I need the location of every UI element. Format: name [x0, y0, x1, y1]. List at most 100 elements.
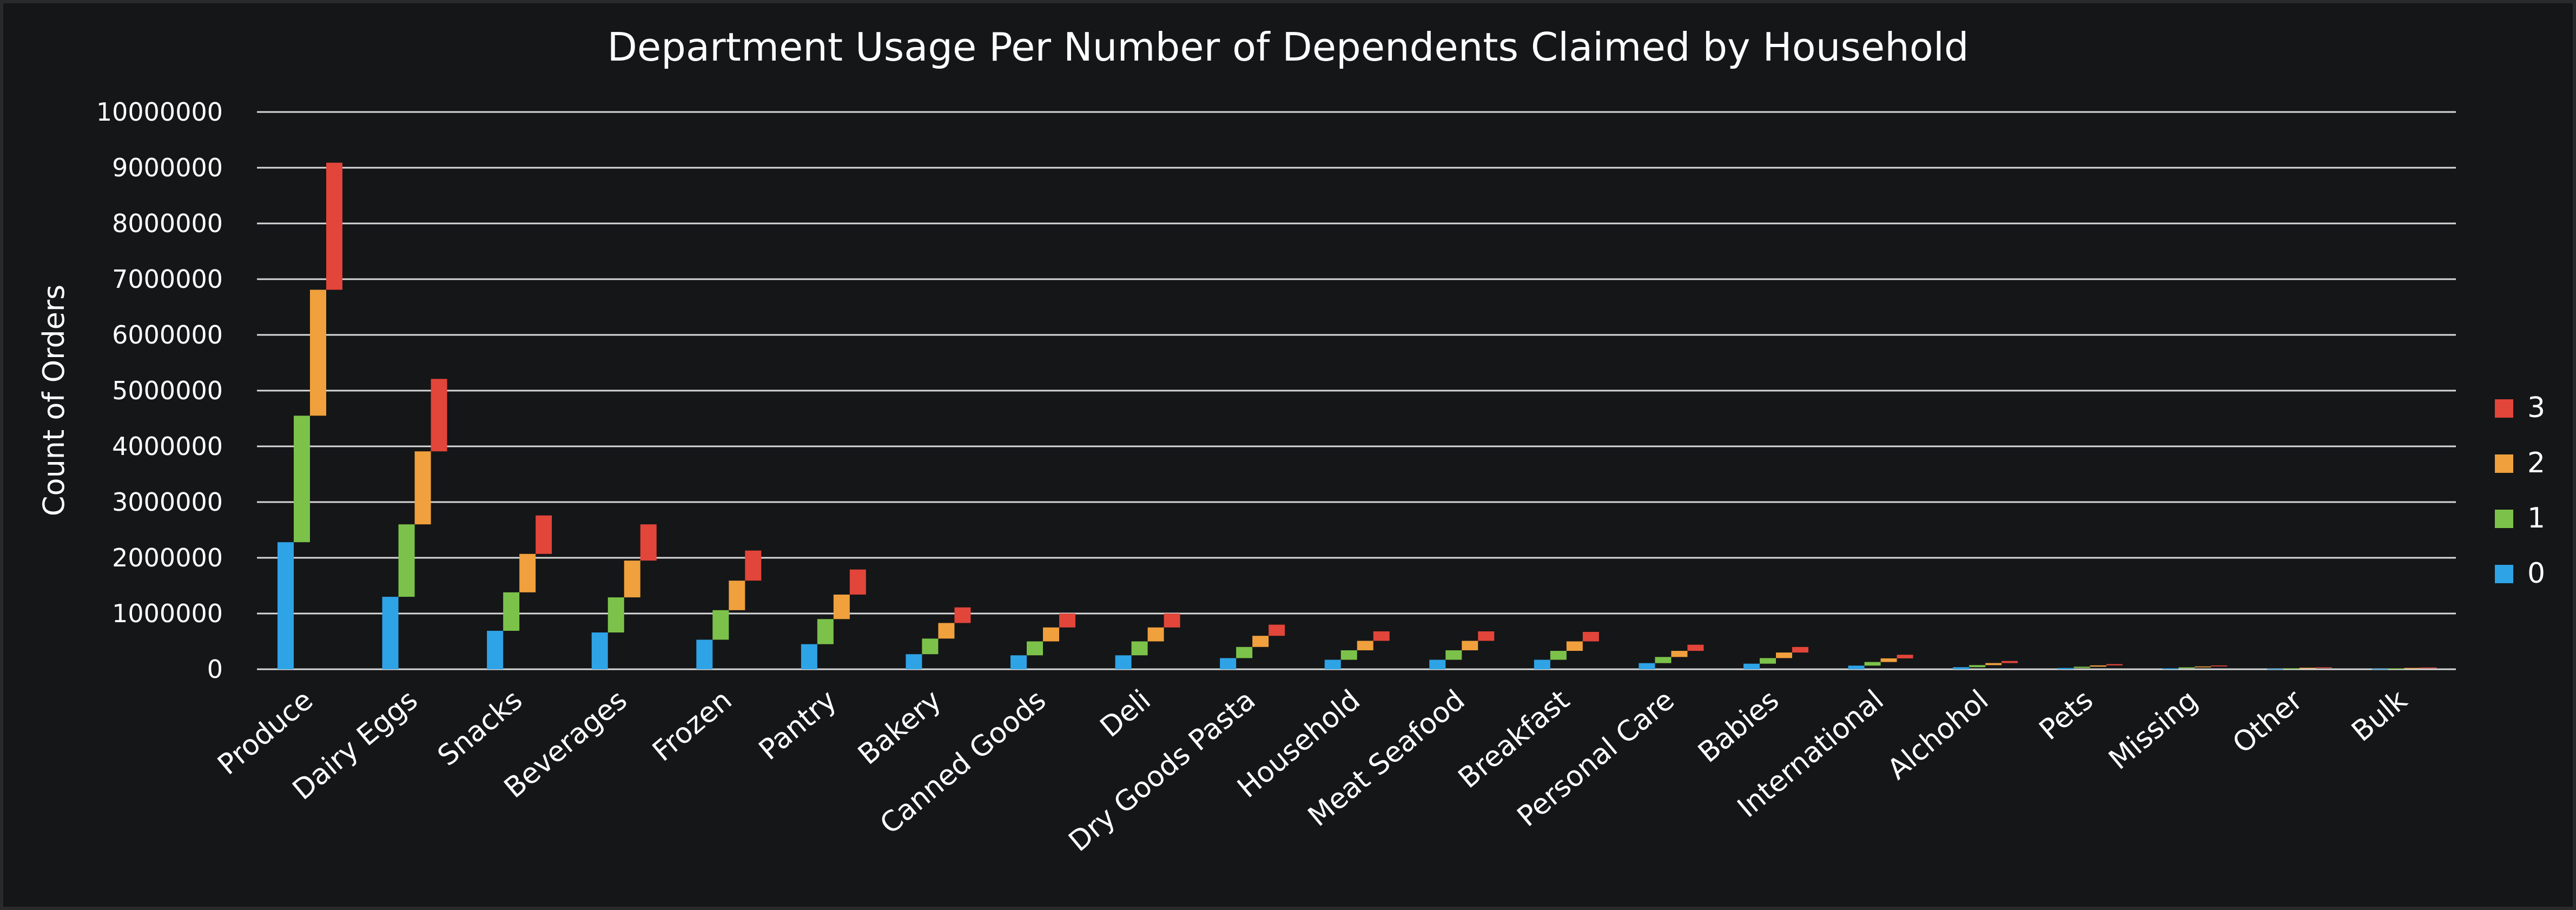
bar-1 — [1236, 647, 1253, 658]
bar-0 — [1429, 660, 1446, 669]
bar-1 — [294, 416, 310, 543]
bar-0 — [1953, 667, 1970, 669]
chart-title: Department Usage Per Number of Dependent… — [607, 24, 1969, 70]
x-tick-label: Pantry — [753, 684, 843, 767]
bar-2 — [1671, 651, 1688, 657]
bar-0 — [2267, 669, 2283, 670]
y-tick-label: 7000000 — [112, 265, 223, 294]
bar-3 — [2106, 664, 2123, 665]
bar-2 — [1776, 652, 1792, 658]
bar-1 — [1655, 657, 1672, 663]
bar-2 — [1043, 627, 1059, 642]
bar-1 — [1131, 641, 1148, 656]
bar-2 — [1357, 641, 1373, 650]
bar-1 — [398, 524, 415, 597]
bar-0 — [801, 644, 817, 669]
y-tick-label: 6000000 — [112, 320, 223, 350]
bar-1 — [2178, 667, 2195, 669]
gridlines — [257, 111, 2456, 670]
bar-0 — [1010, 655, 1027, 669]
bar-1 — [503, 592, 520, 631]
bar-3 — [2002, 661, 2018, 663]
bar-0 — [591, 632, 608, 669]
bar-3 — [2211, 665, 2228, 667]
bar-3 — [1687, 644, 1704, 651]
bar-2 — [414, 451, 431, 525]
x-tick-label: Pets — [2033, 684, 2099, 747]
bar-3 — [431, 379, 447, 452]
y-tick-label: 8000000 — [112, 209, 223, 238]
bar-1 — [2073, 667, 2090, 668]
bar-3 — [1792, 647, 1808, 653]
bar-3 — [536, 515, 552, 554]
bar-2 — [624, 560, 640, 598]
x-tick-label: Alchohol — [1881, 684, 1994, 786]
bar-2 — [1252, 636, 1269, 647]
y-tick-label: 9000000 — [112, 153, 223, 182]
legend-swatch-0 — [2495, 565, 2513, 583]
bar-0 — [1220, 658, 1237, 669]
bar-3 — [745, 550, 762, 581]
bar-1 — [1027, 641, 1043, 656]
bar-2 — [833, 594, 850, 619]
bar-1 — [1760, 658, 1776, 664]
bar-0 — [487, 630, 504, 669]
bar-0 — [1848, 665, 1865, 669]
y-tick-label: 5000000 — [112, 376, 223, 405]
bar-2 — [1147, 627, 1164, 642]
bar-2 — [519, 553, 536, 592]
legend-label-0: 0 — [2527, 557, 2545, 590]
x-tick-label: Bakery — [852, 684, 947, 771]
y-axis-ticks: 0 1000000 2000000 3000000 4000000 5000000 6000… — [96, 97, 223, 684]
bar-0 — [2162, 668, 2179, 669]
bar-1 — [712, 610, 729, 640]
y-axis-label: Count of Orders — [37, 285, 71, 516]
bar-0 — [1324, 660, 1341, 669]
bar-3 — [1164, 614, 1180, 628]
bar-1 — [2388, 668, 2405, 669]
legend-label-3: 3 — [2527, 392, 2545, 424]
bar-1 — [607, 597, 624, 633]
y-tick-label: 2000000 — [112, 543, 223, 572]
x-tick-label: Produce — [212, 684, 319, 781]
y-tick-label: 4000000 — [112, 432, 223, 461]
x-tick-label: Frozen — [646, 684, 738, 768]
legend-swatch-1 — [2495, 510, 2513, 528]
bar-3 — [1373, 631, 1390, 641]
x-tick-label: Dry Goods Pasta — [1063, 684, 1262, 858]
x-tick-label: Other — [2227, 684, 2309, 760]
bar-0 — [278, 542, 294, 669]
bar-3 — [954, 607, 971, 623]
bar-3 — [1478, 631, 1495, 641]
y-tick-label: 0 — [207, 655, 223, 684]
bar-2 — [2195, 666, 2211, 668]
bar-0 — [2057, 668, 2074, 669]
bar-3 — [2420, 667, 2437, 669]
bar-0 — [1534, 660, 1550, 669]
bar-0 — [1743, 663, 1760, 669]
bar-1 — [1550, 651, 1567, 660]
bars — [278, 162, 2437, 670]
bar-3 — [326, 162, 342, 290]
bar-1 — [1864, 662, 1881, 666]
bar-3 — [1897, 655, 1913, 658]
bar-0 — [1639, 663, 1655, 669]
x-tick-label: Babies — [1692, 684, 1785, 769]
bar-2 — [1462, 641, 1478, 650]
bar-1 — [2283, 668, 2300, 669]
bar-1 — [922, 638, 939, 655]
bar-2 — [938, 623, 955, 639]
bar-0 — [906, 654, 922, 669]
bar-2 — [1566, 641, 1583, 651]
bar-3 — [2315, 667, 2332, 668]
bar-0 — [696, 639, 713, 669]
legend-swatch-3 — [2495, 399, 2513, 418]
bar-2 — [2404, 668, 2421, 669]
bar-2 — [729, 581, 745, 610]
bar-3 — [1059, 614, 1075, 628]
bar-2 — [2090, 665, 2106, 667]
bar-0 — [382, 597, 399, 669]
x-tick-label: Deli — [1094, 684, 1157, 744]
